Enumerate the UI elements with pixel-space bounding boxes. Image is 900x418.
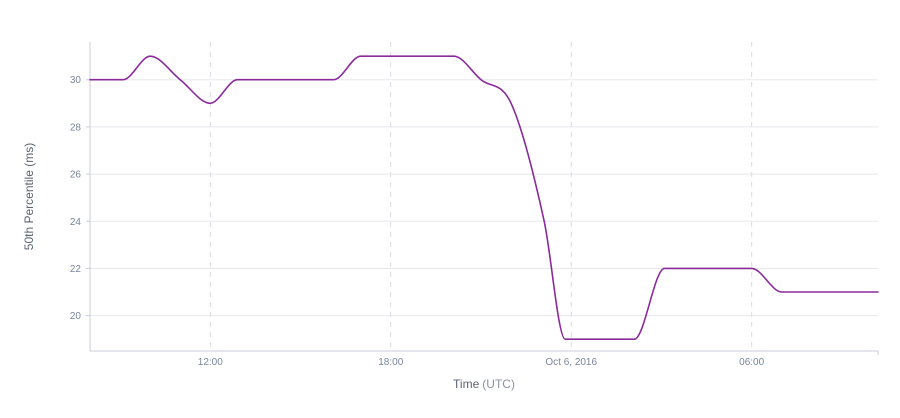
y-tick-label: 20: [70, 311, 82, 322]
x-tick-labels: 12:00 18:00 Oct 6, 2016 06:00: [198, 351, 879, 368]
vertical-gridlines: [209, 42, 753, 351]
x-axis-title-unit: (UTC): [482, 377, 515, 391]
y-tick-label: 22: [70, 264, 82, 275]
series-line: [89, 55, 879, 341]
horizontal-gridlines: [90, 79, 878, 317]
y-tick-label: 24: [70, 217, 82, 228]
x-axis-title-main: Time: [453, 377, 480, 391]
y-axis-title: 50th Percentile (ms): [22, 143, 36, 250]
y-tick-labels: 20 22 24 26 28 30: [70, 75, 90, 322]
y-tick-label: 28: [70, 122, 82, 133]
x-axis-title: Time (UTC): [453, 377, 515, 391]
y-tick-label: 30: [70, 75, 82, 86]
x-tick-label: Oct 6, 2016: [545, 357, 597, 368]
y-tick-label: 26: [70, 170, 82, 181]
x-tick-label: 18:00: [378, 357, 403, 368]
x-tick-label: 06:00: [739, 357, 764, 368]
x-tick-label: 12:00: [198, 357, 223, 368]
